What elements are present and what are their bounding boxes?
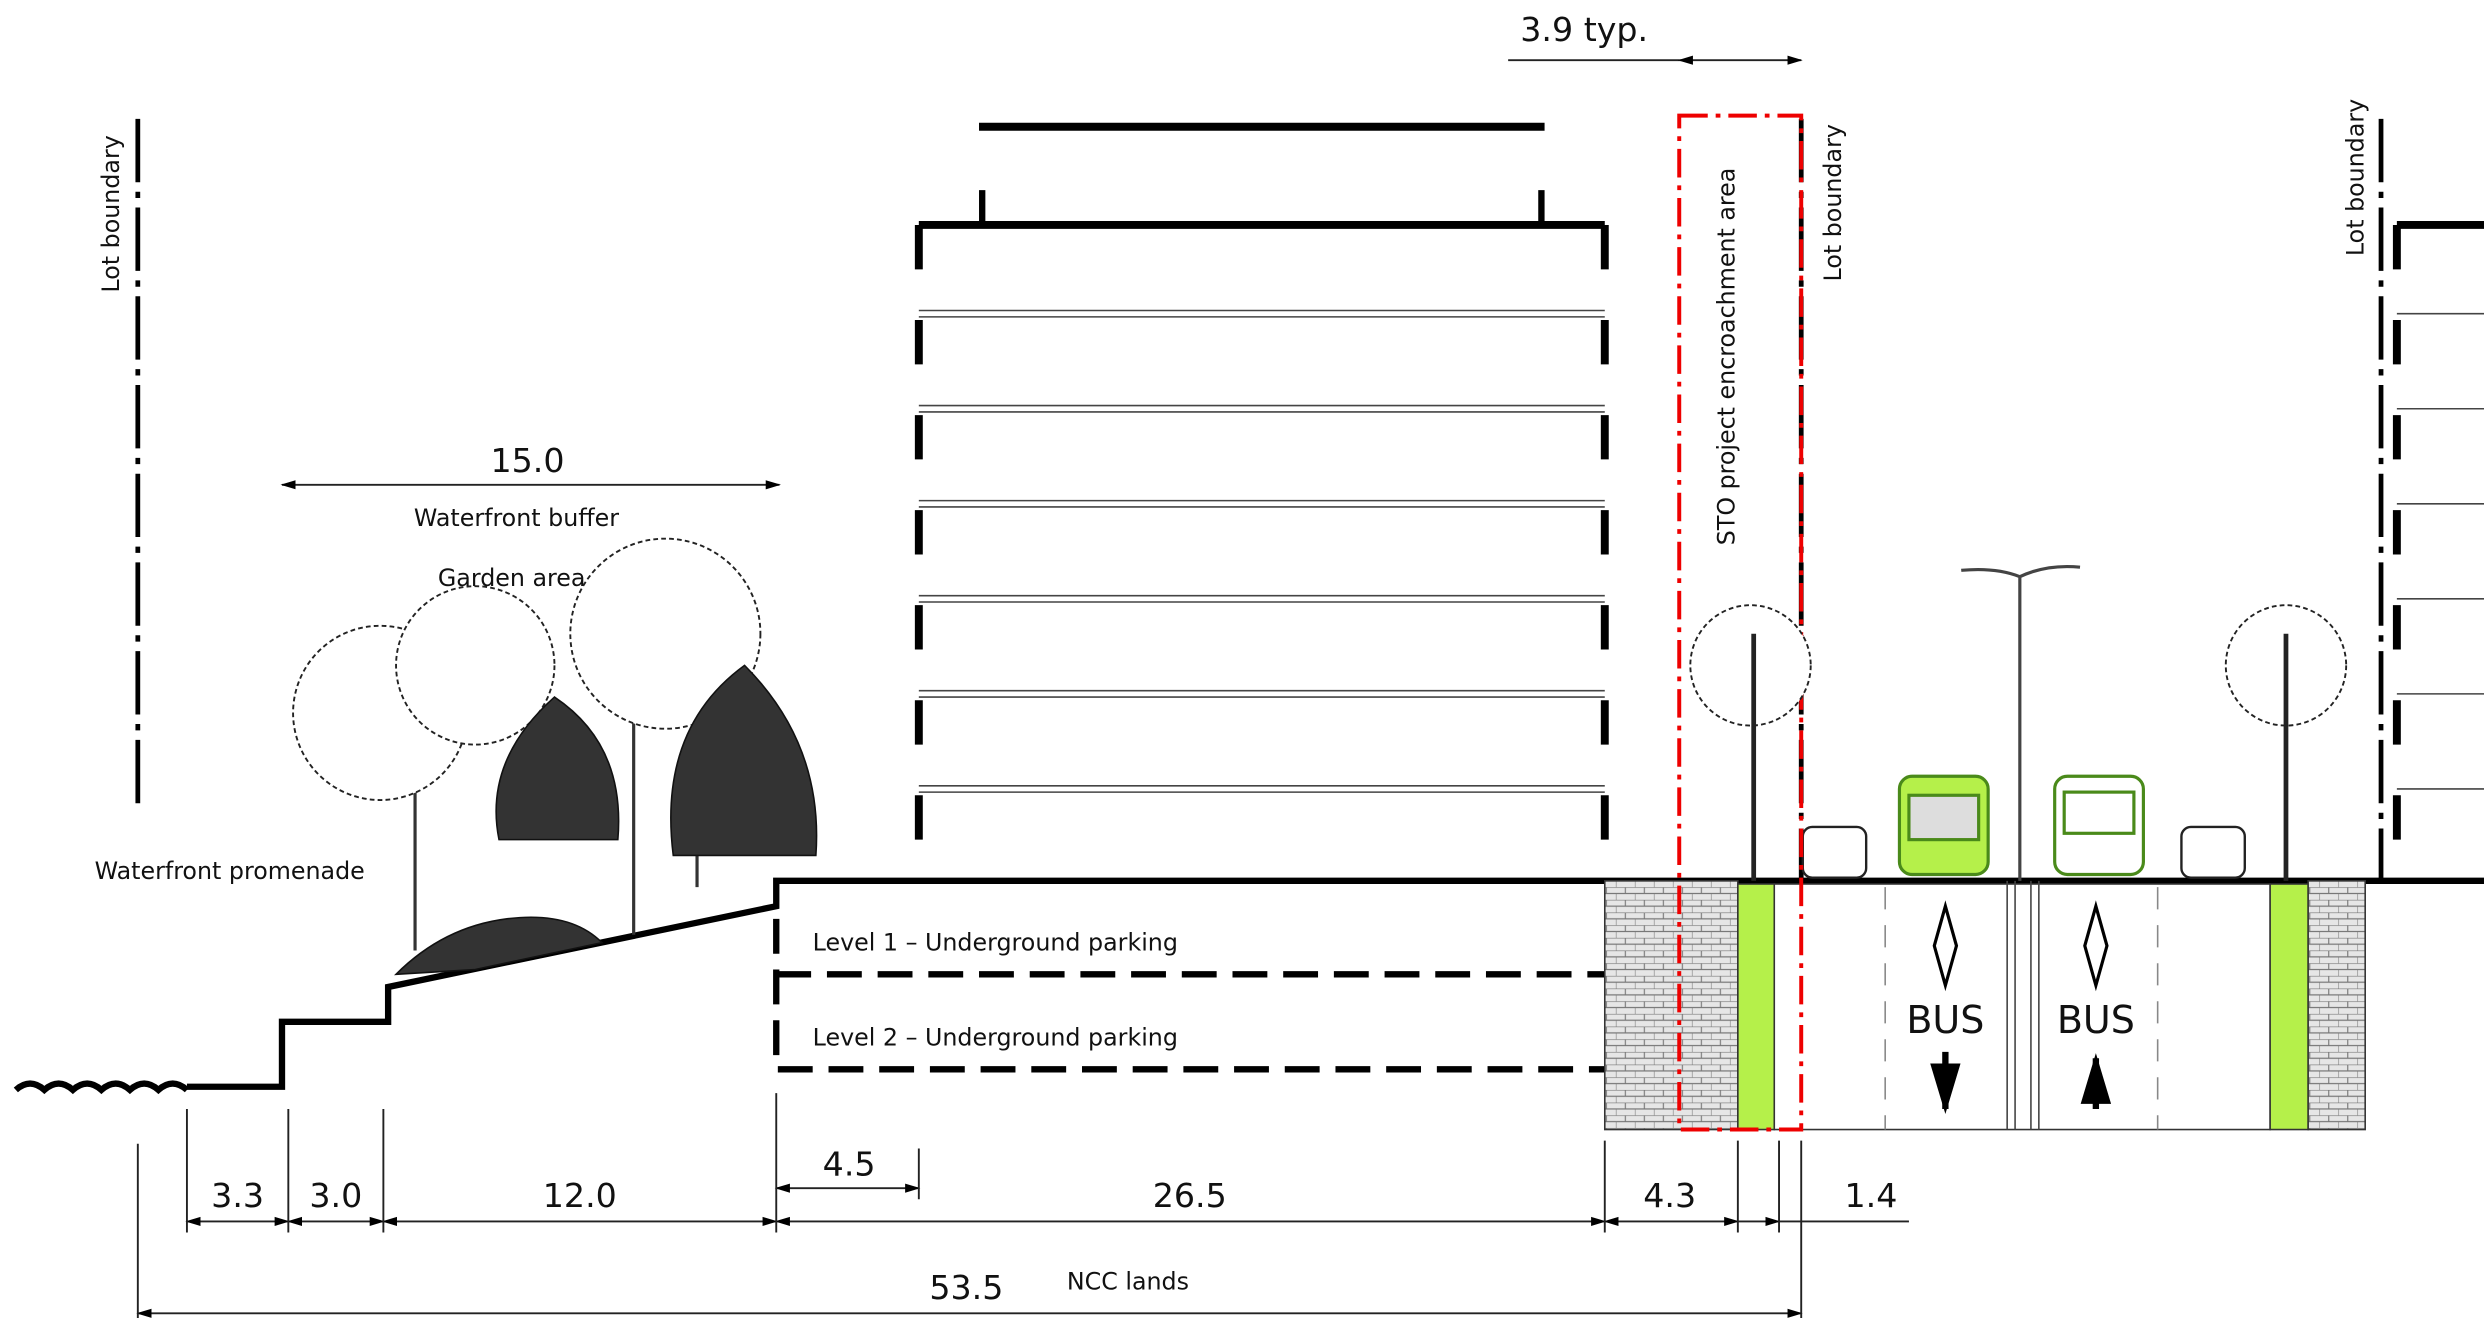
dimension-label: 15.0 bbox=[491, 441, 565, 480]
bus-lane-label: BUS bbox=[1906, 998, 1984, 1042]
building bbox=[914, 122, 1609, 881]
dimension-label: 12.0 bbox=[543, 1176, 617, 1215]
dimension-label: 3.9 typ. bbox=[1520, 10, 1648, 49]
parking-label: Level 2 – Underground parking bbox=[813, 1024, 1178, 1052]
median bbox=[2006, 880, 2040, 1130]
sidewalk bbox=[1603, 880, 1739, 1131]
car bbox=[1801, 825, 2246, 879]
planting-strip bbox=[1737, 883, 1776, 1131]
zone-label: Garden area bbox=[438, 564, 586, 592]
encroachment-label: STO project encroachment area bbox=[1713, 168, 1741, 546]
dimension-label: 53.5 bbox=[929, 1268, 1003, 1307]
water bbox=[13, 1080, 190, 1095]
lane-marking bbox=[1884, 887, 2159, 1130]
roadway bbox=[1773, 883, 2271, 1131]
ground-line bbox=[186, 877, 2484, 1090]
dimension-label: 1.4 bbox=[1844, 1176, 1897, 1215]
trees bbox=[292, 537, 2348, 976]
dimension-label: 4.5 bbox=[823, 1144, 876, 1183]
street-light bbox=[1961, 564, 2081, 881]
parking-outline bbox=[773, 918, 1605, 1073]
dimension-label: 3.3 bbox=[211, 1176, 264, 1215]
lot-boundary-label: Lot boundary bbox=[2342, 99, 2370, 256]
parking-label: Level 1 – Underground parking bbox=[813, 929, 1178, 957]
lot-boundary-label: Lot boundary bbox=[1819, 124, 1847, 281]
dimension-label: 26.5 bbox=[1153, 1176, 1227, 1215]
zone-label: Waterfront promenade bbox=[95, 857, 365, 885]
zone-label: Waterfront buffer bbox=[414, 504, 619, 532]
planting-strip bbox=[2269, 883, 2309, 1131]
building bbox=[2392, 221, 2484, 881]
lot-boundary-label: Lot boundary bbox=[97, 135, 125, 292]
encroachment-area bbox=[1677, 113, 1804, 1132]
sidewalk bbox=[2307, 880, 2366, 1131]
dimension-lines bbox=[136, 55, 1909, 1319]
dimension-label: 3.0 bbox=[309, 1176, 362, 1215]
bus bbox=[1897, 774, 2145, 877]
bus-lane-label: BUS bbox=[2057, 998, 2135, 1042]
dimension-label: 4.3 bbox=[1643, 1176, 1696, 1215]
zone-label: NCC lands bbox=[1067, 1268, 1189, 1296]
diamond-marking bbox=[1932, 900, 2109, 992]
